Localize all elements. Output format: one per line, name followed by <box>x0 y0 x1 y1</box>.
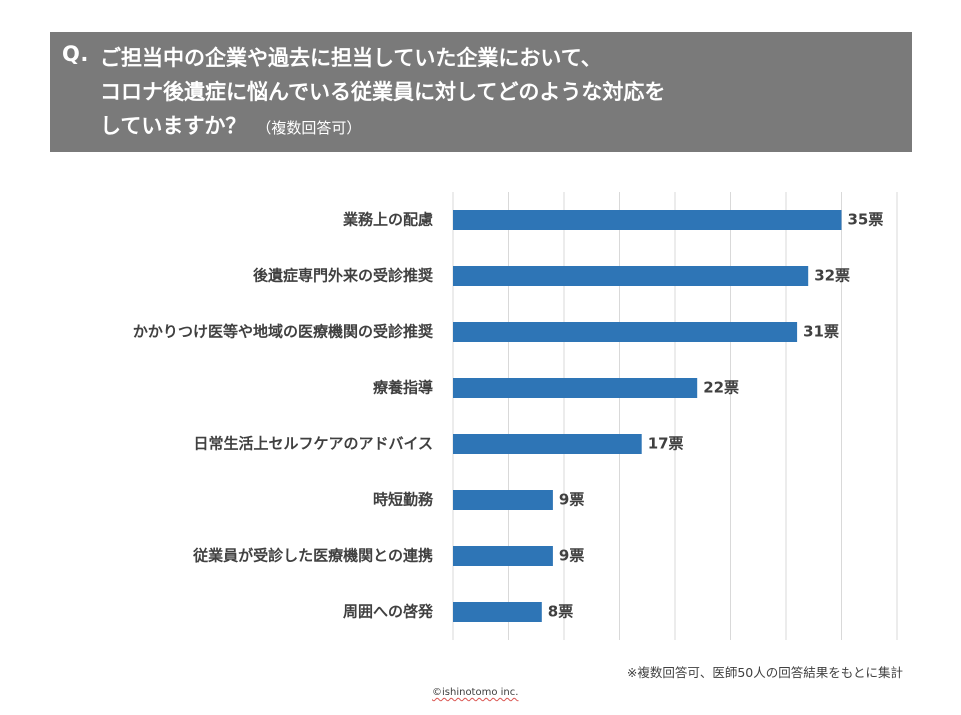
category-label: 後遺症専門外来の受診推奨 <box>252 267 434 285</box>
question-line-2: コロナ後遺症に悩んでいる従業員に対してどのような対応を <box>100 80 666 104</box>
data-label: 9票 <box>559 547 584 565</box>
category-label: 日常生活上セルフケアのアドバイス <box>193 435 433 453</box>
data-label: 32票 <box>814 267 850 285</box>
bar <box>453 602 542 622</box>
question-prefix: Q. <box>62 42 89 66</box>
bar <box>453 490 553 510</box>
data-label: 35票 <box>848 211 884 229</box>
footnote: ※複数回答可、医師50人の回答結果をもとに集計 <box>626 665 903 680</box>
question-line-1: ご担当中の企業や過去に担当していた企業において、 <box>100 46 602 70</box>
question-title-box: Q. ご担当中の企業や過去に担当していた企業において、 コロナ後遺症に悩んでいる… <box>50 32 912 152</box>
data-label: 8票 <box>548 603 573 621</box>
question-line-3-text: していますか？ <box>100 114 247 138</box>
copyright: ©ishinotomo inc. <box>432 687 519 698</box>
question-note: （複数回答可） <box>256 119 362 137</box>
data-label: 9票 <box>559 491 584 509</box>
category-label: かかりつけ医等や地域の医療機関の受診推奨 <box>133 323 434 341</box>
data-label: 31票 <box>803 323 839 341</box>
bar <box>453 434 642 454</box>
bar <box>453 546 553 566</box>
category-label: 業務上の配慮 <box>342 211 433 229</box>
category-label: 周囲への啓発 <box>343 603 434 621</box>
category-label: 従業員が受診した医療機関との連携 <box>192 547 433 565</box>
question-line-3: していますか？ （複数回答可） <box>100 110 361 140</box>
bar <box>453 266 809 286</box>
bar <box>453 378 698 398</box>
category-label: 時短勤務 <box>373 491 434 509</box>
data-label: 22票 <box>703 379 739 397</box>
data-label: 17票 <box>648 435 684 453</box>
category-label: 療養指導 <box>373 379 433 397</box>
bar <box>453 210 842 230</box>
bar <box>453 322 798 342</box>
